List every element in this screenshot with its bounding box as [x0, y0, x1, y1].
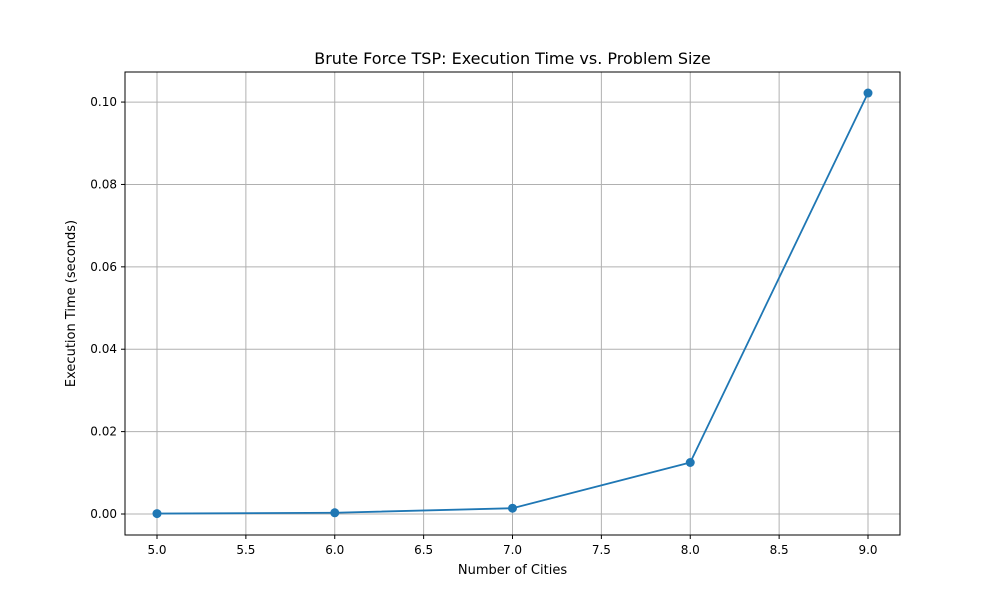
x-tick-label: 7.5: [592, 543, 611, 557]
data-point: [508, 503, 517, 513]
y-axis-label: Execution Time (seconds): [64, 220, 79, 387]
x-tick-label: 5.0: [147, 543, 166, 557]
data-point: [330, 508, 340, 518]
x-tick-label: 8.0: [681, 543, 700, 557]
y-tick-label: 0.08: [90, 177, 117, 191]
data-point: [863, 88, 873, 98]
y-tick-label: 0.06: [90, 260, 117, 274]
x-tick-label: 9.0: [858, 543, 877, 557]
x-tick-label: 6.5: [414, 543, 433, 557]
data-point: [152, 509, 162, 519]
y-tick-label: 0.04: [90, 342, 117, 356]
y-tick-label: 0.02: [90, 425, 117, 439]
axis-ticks: 5.0 5.5 6.0 6.5 7.0 7.5 8.0 8.5 9.0 0.00 0.02 0.04 0…: [90, 95, 877, 557]
x-tick-label: 7.0: [503, 543, 522, 557]
axes-frame: [124, 71, 901, 536]
gridlines: [125, 72, 900, 535]
x-tick-label: 5.5: [236, 543, 255, 557]
x-axis-label: Number of Cities: [458, 563, 567, 578]
y-tick-label: 0.10: [90, 95, 117, 109]
x-tick-label: 8.5: [770, 543, 789, 557]
chart-title: Brute Force TSP: Execution Time vs. Prob…: [314, 49, 711, 68]
x-tick-label: 6.0: [325, 543, 344, 557]
data-point: [685, 458, 695, 468]
y-tick-label: 0.00: [90, 507, 117, 521]
data-series: [152, 88, 873, 519]
